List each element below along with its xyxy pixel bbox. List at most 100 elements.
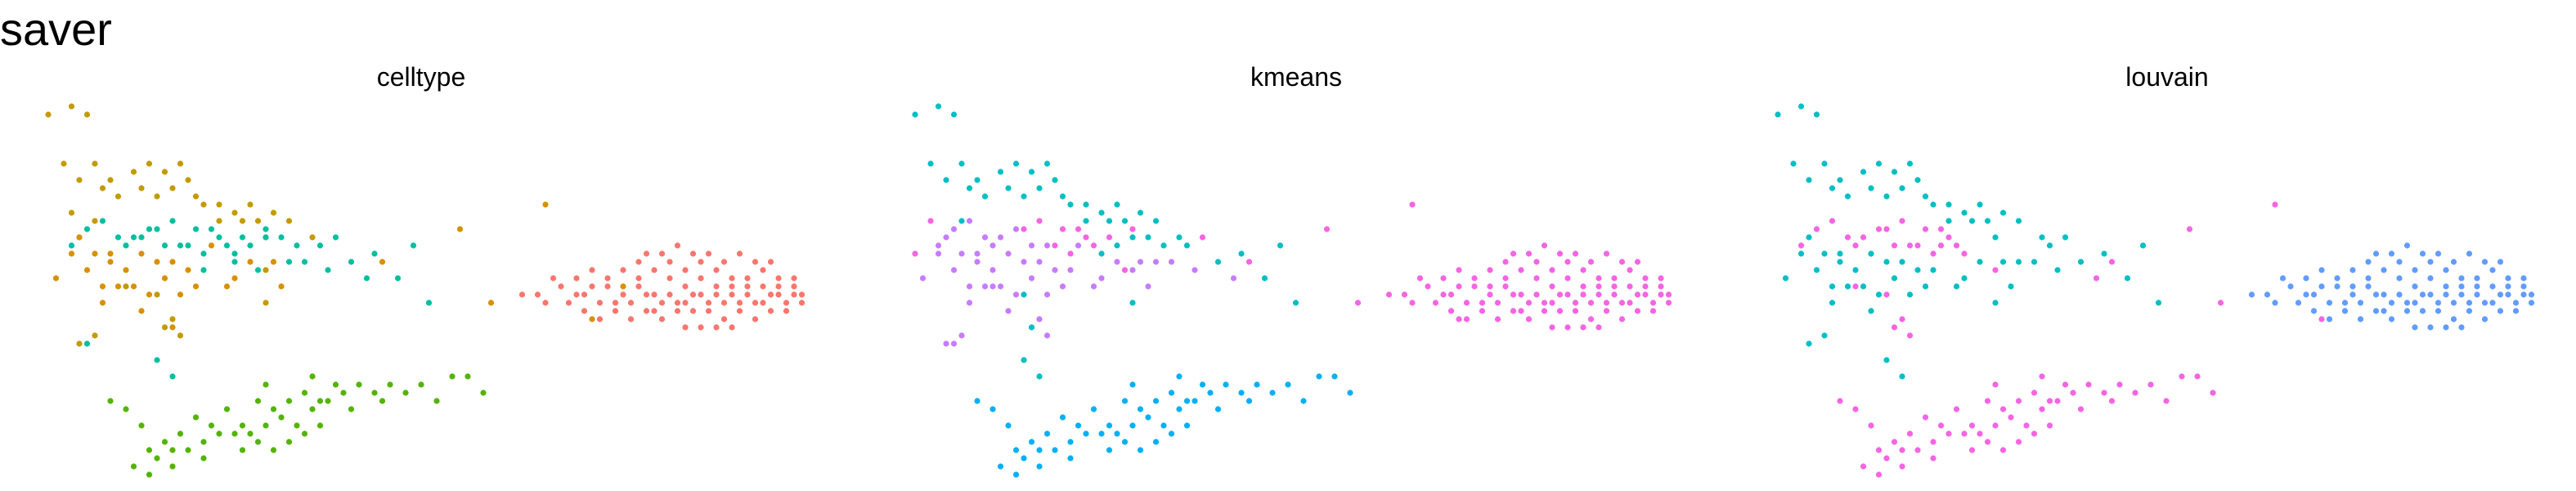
data-point [791,275,797,282]
data-point [1214,406,1222,412]
data-point [1556,291,1564,298]
data-point [216,218,222,224]
data-point [1463,316,1470,322]
data-point [950,267,958,273]
data-point [1837,250,1843,257]
data-point [689,291,697,298]
data-point [2015,439,2022,445]
data-point [729,275,735,282]
data-point [2101,250,2107,257]
series-4 [518,242,806,331]
data-point [68,242,75,249]
data-point [123,406,129,412]
data-point [682,267,689,273]
data-point [2458,291,2465,298]
data-point [1860,283,1867,290]
data-point [698,275,704,282]
data-point [2372,250,2380,257]
data-point [1797,242,1805,249]
data-point [1440,275,1447,282]
data-point [1098,209,1105,216]
data-point [1192,267,1198,273]
data-point [573,275,580,282]
data-point [1999,447,2007,453]
data-point [1968,447,1976,453]
data-point [2062,234,2069,241]
data-point [1844,193,1851,200]
data-point [1891,242,1898,249]
data-point [1067,267,1074,273]
data-point [278,283,285,290]
data-point [456,226,464,232]
data-point [138,250,145,257]
data-point [1152,439,1160,445]
data-point [1036,373,1043,380]
data-point [1533,291,1540,298]
data-point [239,218,246,224]
data-point [1137,209,1144,216]
data-point [1114,259,1120,265]
data-point [1953,283,1960,290]
data-point [783,308,790,314]
data-point [1323,226,1331,232]
data-point [966,185,973,191]
data-point [729,283,735,290]
data-point [2396,259,2403,265]
data-point [2326,316,2333,322]
data-point [371,390,378,396]
data-point [658,316,666,322]
data-point [1183,242,1191,249]
data-point [231,209,238,216]
data-point [1083,430,1089,437]
data-point [316,242,324,249]
data-point [1347,390,1353,396]
data-point [1821,160,1828,167]
data-point [1642,291,1649,298]
data-point [2031,390,2038,396]
data-point [935,242,942,249]
data-point [1269,390,1276,396]
data-point [2132,390,2138,396]
data-point [713,267,720,273]
data-point [1083,218,1089,224]
data-point [1837,398,1843,404]
data-point [2489,300,2496,306]
data-point [146,291,153,298]
data-point [1409,300,1416,306]
data-point [1479,300,1486,306]
data-point [1043,242,1051,249]
data-point [263,226,269,232]
data-point [185,267,191,273]
data-point [200,201,207,208]
data-point [604,283,611,290]
data-point [713,324,720,331]
data-point [705,250,712,257]
data-point [1005,308,1012,314]
data-point [1090,406,1097,412]
data-point [1813,111,1820,118]
data-point [1922,283,1929,290]
data-point [1121,398,1129,404]
data-point [1494,316,1501,322]
data-point [169,463,176,470]
data-point [1425,283,1431,290]
data-point [1021,259,1027,265]
data-point [200,267,207,273]
data-point [2357,316,2364,322]
data-point [1137,447,1144,453]
data-point [1447,308,1455,314]
series-1 [52,201,626,331]
data-point [285,398,293,404]
data-point [138,422,145,429]
data-point [581,308,588,314]
data-point [1634,308,1641,314]
series-0 [912,103,1299,380]
data-point [1868,308,1874,314]
data-point [107,177,114,183]
data-point [2474,275,2480,282]
data-point [1245,259,1253,265]
data-point [332,234,339,241]
data-point [301,430,308,437]
data-point [2403,242,2411,249]
data-point [1525,316,1533,322]
